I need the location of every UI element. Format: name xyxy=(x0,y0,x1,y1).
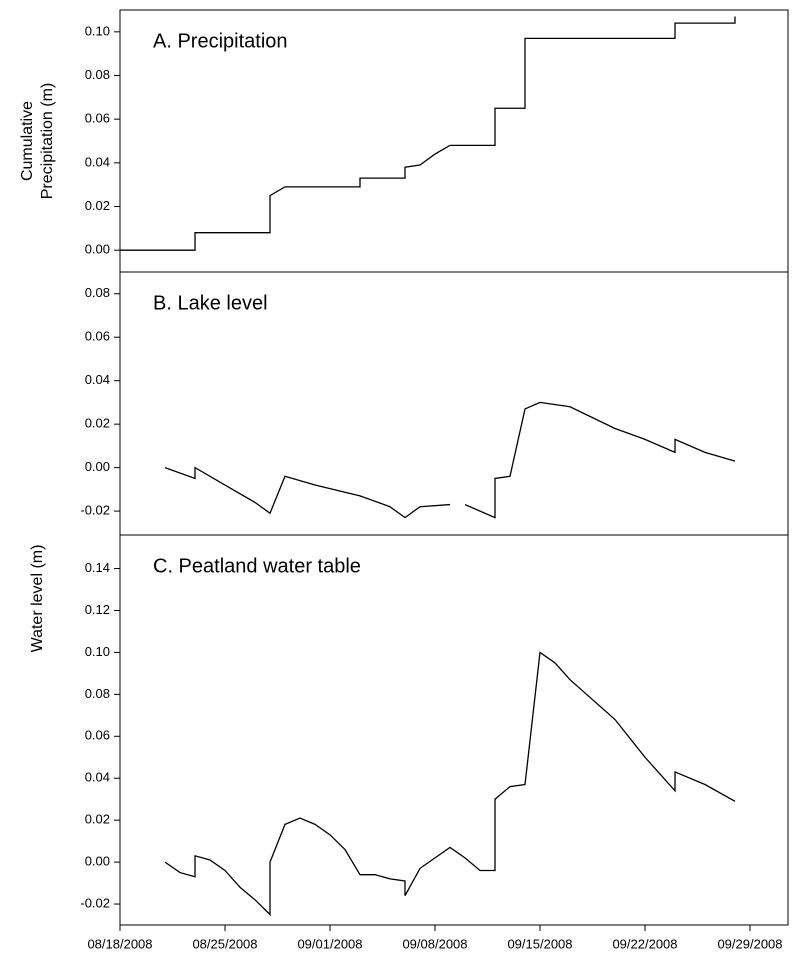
y-tick-label: 0.08 xyxy=(85,67,110,82)
y-tick-label: 0.06 xyxy=(85,728,110,743)
y-axis-label: Cumulative Precipitation (m) xyxy=(19,83,56,199)
y-tick-label: 0.02 xyxy=(85,812,110,827)
panel-title: C. Peatland water table xyxy=(153,555,361,577)
y-tick-label: 0.00 xyxy=(85,459,110,474)
data-line xyxy=(120,16,736,251)
y-axis-label-line: Precipitation (m) xyxy=(39,83,56,199)
y-axis-label: Water level (m) xyxy=(29,545,46,653)
x-tick-label: 09/01/2008 xyxy=(297,936,362,951)
y-tick-label: 0.04 xyxy=(85,372,110,387)
y-tick-label: 0.04 xyxy=(85,770,110,785)
y-tick-label: 0.00 xyxy=(85,854,110,869)
y-tick-label: -0.02 xyxy=(80,503,110,518)
y-tick-label: 0.02 xyxy=(85,416,110,431)
y-tick-label: 0.06 xyxy=(85,111,110,126)
y-tick-label: 0.08 xyxy=(85,285,110,300)
plot-frame xyxy=(119,534,789,926)
y-tick-label: 0.04 xyxy=(85,154,110,169)
data-line xyxy=(464,401,736,519)
y-tick-label: -0.02 xyxy=(80,895,110,910)
y-tick-label: 0.12 xyxy=(85,602,110,617)
y-tick-label: 0.02 xyxy=(85,198,110,213)
data-line xyxy=(164,466,451,519)
panel-title: A. Precipitation xyxy=(153,30,288,52)
panel-title: B. Lake level xyxy=(153,292,268,314)
x-tick-label: 09/08/2008 xyxy=(402,936,467,951)
y-tick-label: 0.08 xyxy=(85,686,110,701)
x-tick-label: 09/22/2008 xyxy=(612,936,677,951)
y-tick-label: 0.14 xyxy=(85,560,110,575)
x-tick-label: 09/29/2008 xyxy=(717,936,782,951)
data-line xyxy=(164,651,736,917)
y-tick-label: 0.10 xyxy=(85,644,110,659)
y-axis-label-line: Cumulative xyxy=(19,101,36,181)
y-tick-label: 0.06 xyxy=(85,329,110,344)
x-tick-label: 09/15/2008 xyxy=(507,936,572,951)
y-tick-label: 0.10 xyxy=(85,23,110,38)
x-tick-label: 08/18/2008 xyxy=(87,936,152,951)
x-tick-label: 08/25/2008 xyxy=(192,936,257,951)
y-tick-label: 0.00 xyxy=(85,242,110,257)
